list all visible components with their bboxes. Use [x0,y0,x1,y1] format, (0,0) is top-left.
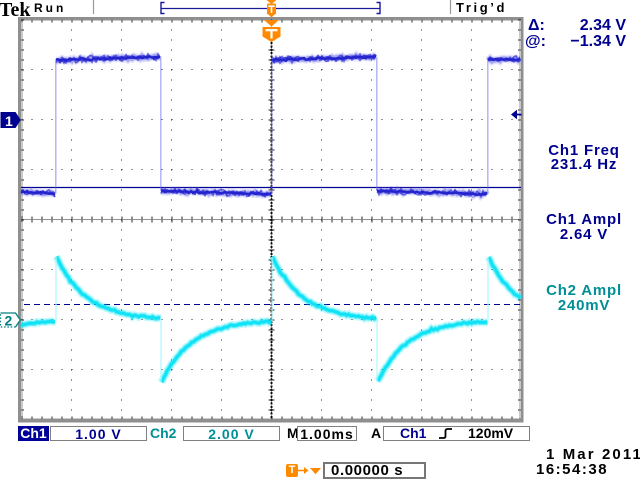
svg-text:2: 2 [5,313,13,329]
svg-text:1: 1 [5,113,13,129]
